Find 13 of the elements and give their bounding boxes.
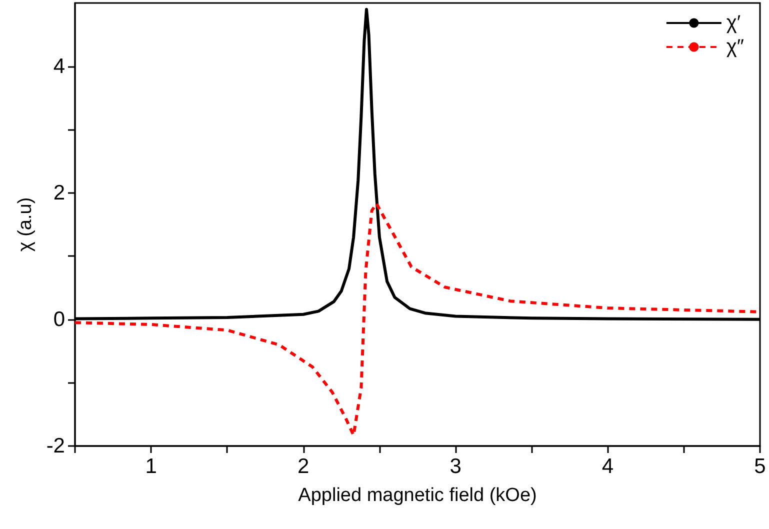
y-tick-label: 0 [53, 308, 65, 331]
legend-label: χ′ [726, 12, 741, 34]
x-tick-label: 3 [450, 455, 462, 478]
y-tick-label: 4 [53, 54, 66, 78]
x-axis-title: Applied magnetic field (kOe) [298, 485, 537, 506]
x-tick-label: 2 [297, 455, 310, 478]
y-tick-label: 2 [53, 181, 65, 204]
legend-label: χ″ [726, 36, 744, 58]
x-tick-label: 1 [145, 455, 157, 478]
y-tick-label: -2 [46, 434, 65, 458]
x-tick-label: 4 [602, 455, 614, 478]
y-axis-title: χ (a.u) [15, 197, 36, 252]
x-tick-label: 5 [754, 455, 766, 478]
